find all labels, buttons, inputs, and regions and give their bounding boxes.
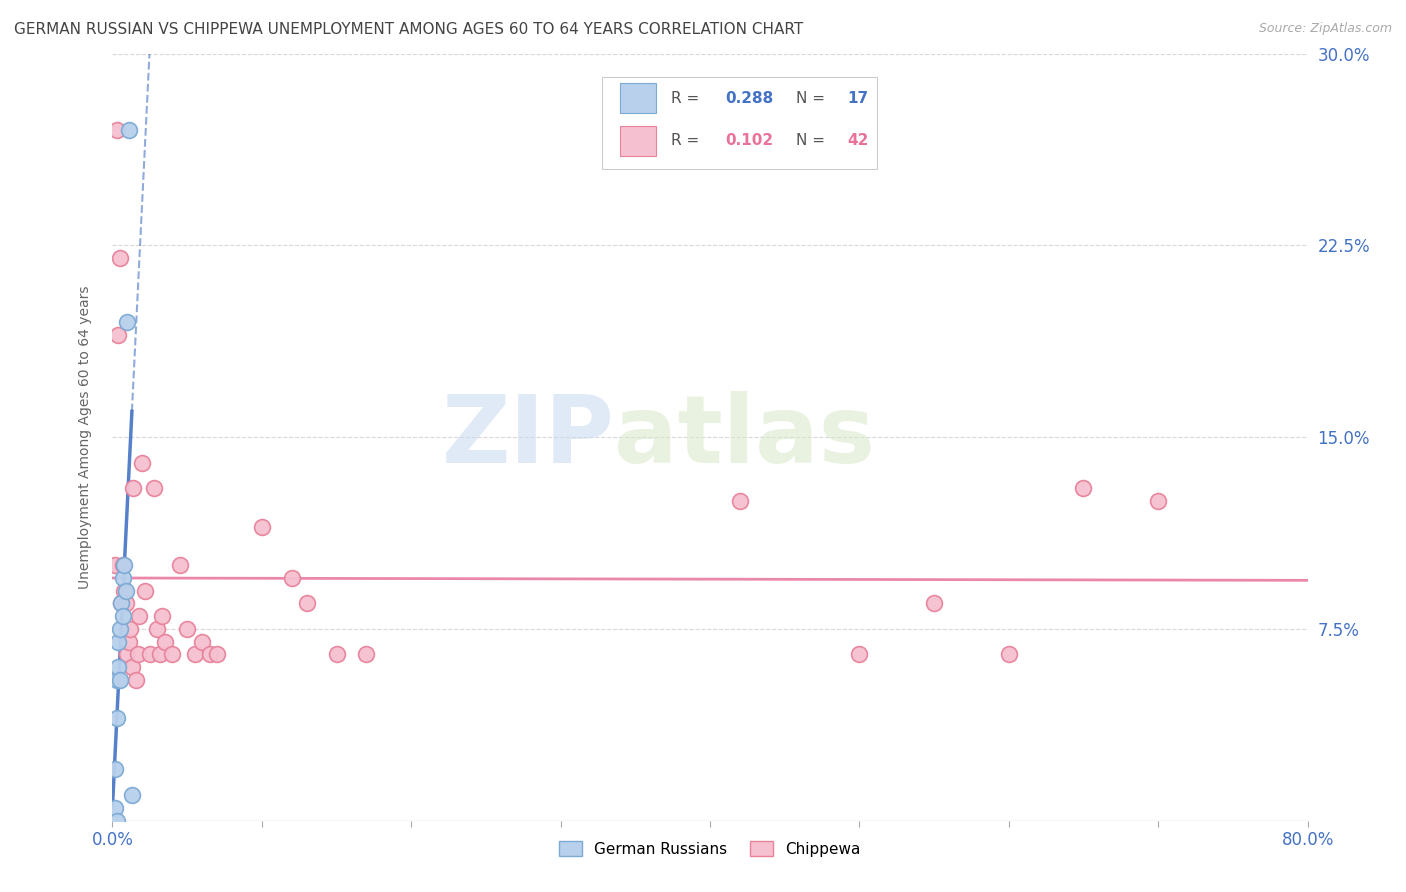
Point — [128, 609, 150, 624]
Point — [205, 648, 228, 662]
Point — [111, 609, 134, 624]
Point — [117, 648, 139, 662]
Point — [118, 634, 141, 648]
Point — [107, 660, 129, 674]
Point — [105, 814, 128, 828]
Text: 42: 42 — [848, 134, 869, 148]
Point — [115, 596, 138, 610]
Text: N =: N = — [796, 90, 830, 105]
Point — [1147, 494, 1170, 508]
Text: 17: 17 — [848, 90, 869, 105]
FancyBboxPatch shape — [620, 84, 657, 112]
Point — [176, 622, 198, 636]
Y-axis label: Unemployment Among Ages 60 to 64 years: Unemployment Among Ages 60 to 64 years — [77, 285, 91, 589]
Point — [115, 583, 138, 598]
Point — [121, 788, 143, 802]
Point — [114, 558, 135, 572]
Point — [117, 315, 139, 329]
Point — [146, 622, 169, 636]
Point — [111, 571, 134, 585]
Point — [122, 481, 145, 495]
Point — [105, 123, 128, 137]
Point — [162, 648, 183, 662]
Point — [105, 711, 128, 725]
Point — [153, 634, 176, 648]
Point — [107, 634, 129, 648]
Point — [107, 327, 129, 342]
Point — [281, 571, 304, 585]
Point — [325, 648, 347, 662]
Point — [111, 558, 134, 572]
Point — [728, 494, 751, 508]
Point — [848, 648, 870, 662]
Point — [139, 648, 162, 662]
FancyBboxPatch shape — [603, 77, 877, 169]
Point — [183, 648, 205, 662]
FancyBboxPatch shape — [620, 127, 657, 155]
Point — [169, 558, 191, 572]
Text: ZIP: ZIP — [441, 391, 614, 483]
Point — [1073, 481, 1095, 495]
Text: 0.288: 0.288 — [725, 90, 773, 105]
Point — [356, 648, 378, 662]
Point — [198, 648, 221, 662]
Point — [295, 596, 318, 610]
Point — [998, 648, 1021, 662]
Point — [110, 596, 132, 610]
Text: R =: R = — [671, 90, 704, 105]
Text: atlas: atlas — [614, 391, 876, 483]
Text: N =: N = — [796, 134, 830, 148]
Point — [105, 673, 128, 687]
Point — [250, 519, 273, 533]
Legend: German Russians, Chippewa: German Russians, Chippewa — [553, 835, 868, 863]
Point — [104, 763, 127, 777]
Point — [150, 609, 173, 624]
Text: Source: ZipAtlas.com: Source: ZipAtlas.com — [1258, 22, 1392, 36]
Point — [121, 660, 143, 674]
Point — [125, 673, 148, 687]
Point — [191, 634, 214, 648]
Text: 0.102: 0.102 — [725, 134, 773, 148]
Point — [108, 673, 131, 687]
Text: GERMAN RUSSIAN VS CHIPPEWA UNEMPLOYMENT AMONG AGES 60 TO 64 YEARS CORRELATION CH: GERMAN RUSSIAN VS CHIPPEWA UNEMPLOYMENT … — [14, 22, 803, 37]
Point — [118, 123, 141, 137]
Point — [108, 622, 131, 636]
Point — [143, 481, 166, 495]
Point — [131, 456, 153, 470]
Point — [120, 622, 142, 636]
Point — [104, 558, 127, 572]
Text: R =: R = — [671, 134, 704, 148]
Point — [922, 596, 945, 610]
Point — [149, 648, 172, 662]
Point — [108, 251, 131, 265]
Point — [127, 648, 149, 662]
Point — [104, 801, 127, 815]
Point — [114, 583, 135, 598]
Point — [134, 583, 156, 598]
Point — [110, 596, 132, 610]
